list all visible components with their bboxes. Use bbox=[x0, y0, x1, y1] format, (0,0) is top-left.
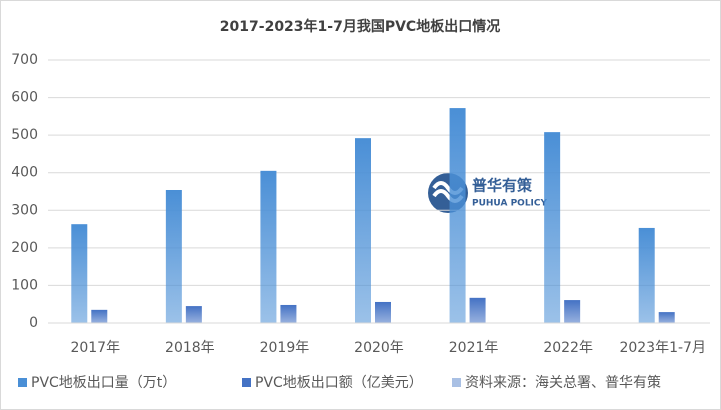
bar bbox=[355, 138, 371, 323]
legend-swatch bbox=[242, 378, 251, 387]
bar bbox=[638, 227, 655, 323]
x-tick-label: 2020年 bbox=[354, 340, 404, 356]
y-tick-label: 700 bbox=[11, 52, 38, 68]
x-tick-label: 2017年 bbox=[70, 340, 120, 356]
bar bbox=[280, 304, 297, 323]
chart-title: 2017-2023年1-7月我国PVC地板出口情况 bbox=[220, 18, 500, 35]
x-tick-label: 2023年1-7月 bbox=[619, 340, 706, 356]
x-tick-label: 2018年 bbox=[165, 340, 215, 356]
bar bbox=[71, 224, 88, 323]
bar bbox=[260, 170, 277, 323]
x-tick-label: 2022年 bbox=[543, 340, 593, 356]
legend-label: PVC地板出口额（亿美元） bbox=[255, 375, 423, 391]
legend-label: 资料来源：海关总署、普华有策 bbox=[465, 374, 661, 391]
y-tick-label: 300 bbox=[11, 202, 38, 218]
legend-swatch bbox=[18, 378, 27, 387]
y-tick-label: 600 bbox=[11, 90, 38, 106]
bar bbox=[449, 108, 466, 323]
bar bbox=[658, 312, 675, 323]
bar bbox=[165, 189, 182, 323]
y-tick-label: 100 bbox=[11, 277, 38, 293]
bar bbox=[544, 132, 561, 323]
legend-swatch bbox=[452, 378, 461, 387]
y-tick-label: 200 bbox=[11, 240, 38, 256]
x-tick-label: 2019年 bbox=[260, 340, 310, 356]
legend-label: PVC地板出口量（万t） bbox=[31, 375, 176, 391]
watermark-subname: PUHUA POLICY bbox=[472, 199, 548, 209]
y-tick-label: 500 bbox=[11, 127, 38, 143]
bar bbox=[185, 306, 202, 323]
watermark-name: 普华有策 bbox=[472, 177, 533, 195]
bar bbox=[469, 297, 486, 323]
x-tick-label: 2021年 bbox=[449, 340, 499, 356]
y-tick-label: 400 bbox=[11, 165, 38, 181]
bar bbox=[564, 300, 581, 323]
watermark: 普华有策 PUHUA POLICY bbox=[428, 173, 548, 213]
y-tick-label: 0 bbox=[29, 315, 38, 331]
bar bbox=[91, 309, 108, 323]
bar bbox=[375, 301, 391, 323]
